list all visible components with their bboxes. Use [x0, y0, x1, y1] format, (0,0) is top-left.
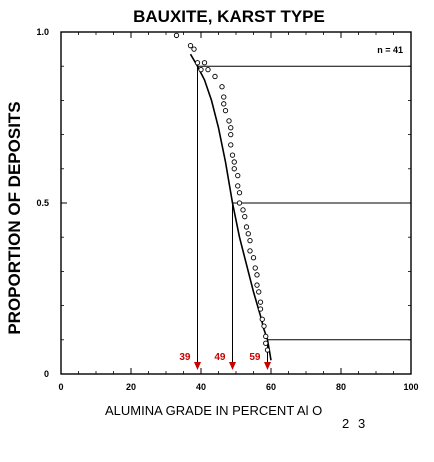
- data-point: [243, 224, 250, 230]
- data-point: [247, 237, 253, 244]
- x-tick-label: 0: [58, 382, 63, 392]
- data-point: [226, 118, 232, 124]
- percentile-label: 49: [214, 352, 226, 363]
- data-point: [228, 125, 234, 131]
- data-point: [235, 183, 241, 189]
- data-point: [252, 265, 258, 271]
- data-point: [212, 73, 218, 80]
- x-axis-label-subscript-2: 2: [342, 416, 349, 431]
- x-tick-label: 60: [266, 382, 276, 392]
- data-point: [221, 94, 227, 100]
- percentile-label: 39: [179, 352, 191, 363]
- data-point: [228, 131, 234, 138]
- data-point: [198, 66, 204, 73]
- data-point: [250, 255, 257, 261]
- data-point: [201, 60, 208, 66]
- percentile-arrow: [229, 362, 236, 370]
- data-point: [236, 200, 243, 206]
- x-axis-label: ALUMINA GRADE IN PERCENT Al O: [105, 403, 322, 418]
- data-point: [245, 231, 251, 237]
- data-point: [264, 347, 271, 353]
- x-tick-label: 80: [336, 382, 346, 392]
- x-tick-label: 20: [126, 382, 136, 392]
- x-tick-label: 100: [403, 382, 418, 392]
- data-point: [235, 172, 241, 179]
- data-point: [254, 282, 260, 288]
- fitted-curve: [189, 53, 272, 361]
- data-point: [187, 43, 194, 49]
- chart-title: BAUXITE, KARST TYPE: [133, 7, 325, 26]
- data-point: [219, 84, 225, 90]
- data-point: [259, 316, 265, 322]
- data-point: [256, 289, 262, 295]
- data-point: [247, 248, 253, 254]
- data-point: [242, 214, 248, 220]
- data-point: [257, 306, 264, 312]
- data-point: [257, 299, 264, 305]
- x-tick-label: 40: [196, 382, 206, 392]
- data-point: [205, 66, 211, 73]
- plot-area: 0 20 40 60 80 100 0 0.5 1.0 n = 41 39 49 59: [36, 27, 418, 392]
- y-axis-label: PROPORTION OF DEPOSITS: [5, 101, 24, 334]
- percentile-label: 59: [249, 352, 261, 363]
- data-point: [194, 60, 201, 66]
- data-point: [236, 190, 243, 196]
- data-point: [261, 323, 267, 329]
- data-point: [231, 159, 237, 165]
- y-tick-label: 0.5: [36, 198, 49, 208]
- sample-size-label: n = 41: [377, 45, 403, 55]
- y-tick-label: 0: [44, 369, 49, 379]
- percentile-arrow: [264, 362, 271, 370]
- data-point: [231, 166, 237, 172]
- data-point: [254, 272, 260, 278]
- data-point: [240, 207, 246, 213]
- y-tick-label: 1.0: [36, 27, 49, 37]
- data-point: [222, 108, 229, 114]
- data-point: [229, 152, 236, 158]
- data-point: [228, 142, 234, 148]
- data-point: [173, 32, 180, 39]
- data-point: [263, 340, 269, 346]
- data-point: [221, 101, 227, 107]
- percentile-arrow: [194, 362, 201, 370]
- x-axis-label-subscript-3: 3: [358, 416, 365, 431]
- data-point: [191, 46, 197, 52]
- data-point: [263, 333, 269, 340]
